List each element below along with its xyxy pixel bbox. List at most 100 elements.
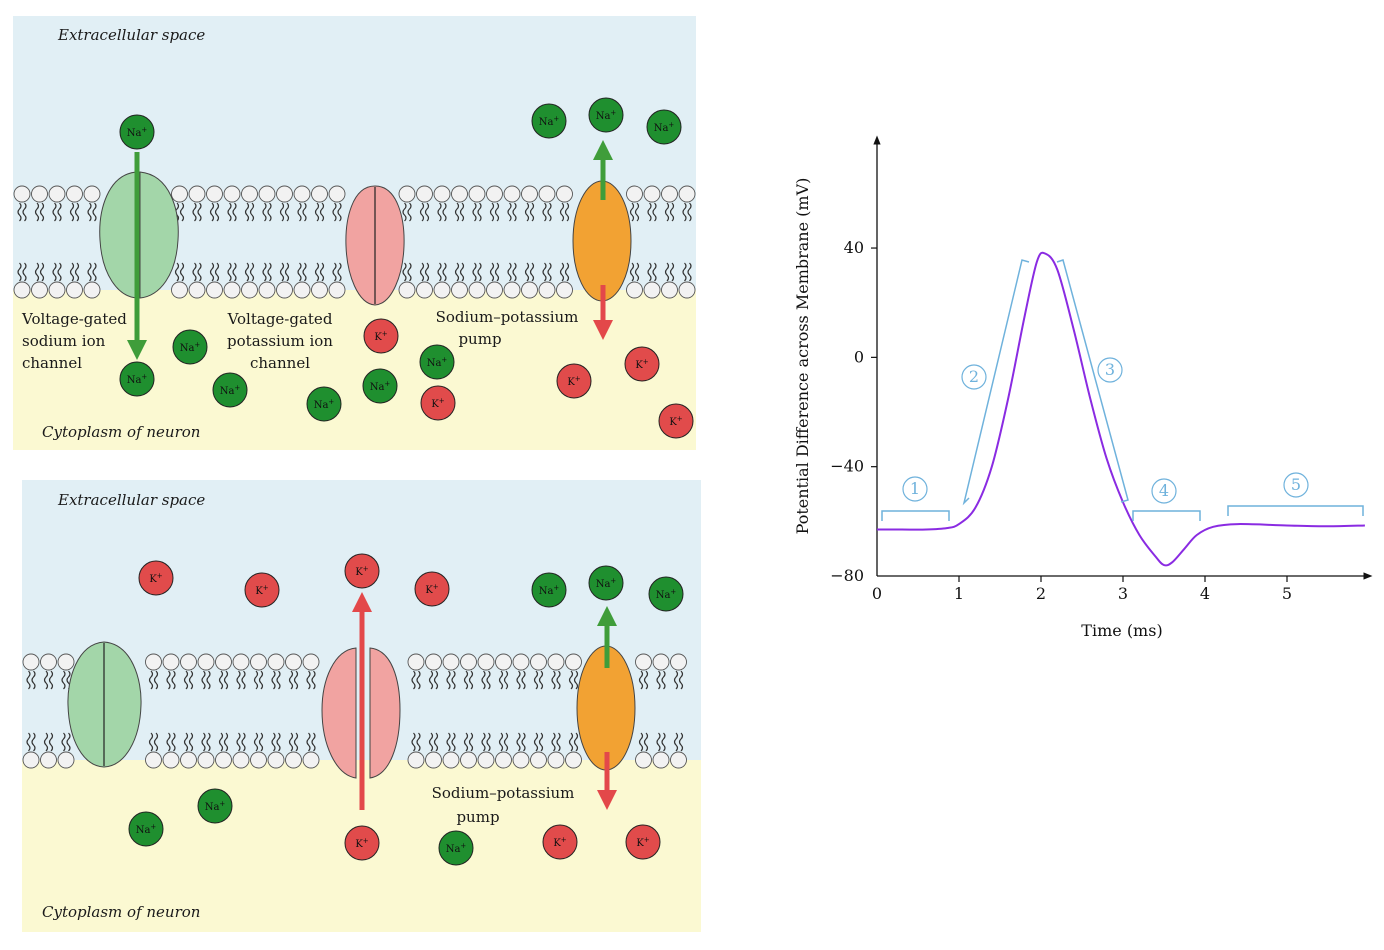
- phospholipid-head: [503, 185, 521, 203]
- bottom-potassium-channel: [321, 647, 401, 779]
- phospholipid-tail: [262, 202, 267, 222]
- phospholipid-tail: [87, 262, 92, 282]
- phospholipid-tail: [664, 202, 670, 222]
- phospholipid-head: [495, 653, 512, 671]
- x-tick-label: 4: [1200, 584, 1210, 603]
- phase-1-bracket: [881, 510, 950, 521]
- phospholipid-tail: [524, 202, 530, 222]
- phospholipid-head: [398, 281, 416, 299]
- phospholipid-head: [40, 751, 57, 769]
- phospholipid-tail: [564, 262, 570, 282]
- phospholipid-tail: [31, 732, 36, 752]
- phospholipid-tail: [311, 732, 316, 752]
- phospholipid-tail: [218, 732, 224, 752]
- phospholipid-tail: [87, 202, 92, 222]
- phospholipid-head: [285, 751, 302, 769]
- phospholipid-head: [433, 185, 451, 203]
- phospholipid-tail: [494, 202, 500, 222]
- phospholipid-tail: [568, 732, 574, 752]
- potassium-ion: K+: [344, 553, 380, 589]
- phospholipid-tail: [669, 262, 675, 282]
- phospholipid-tail: [293, 670, 299, 690]
- bottom-extracellular-label: Extracellular space: [57, 491, 205, 509]
- phospholipid-tail: [267, 262, 272, 282]
- phospholipid-head: [206, 185, 223, 203]
- phospholipid-head: [477, 751, 495, 769]
- phospholipid-head: [188, 185, 206, 203]
- sodium-ion: Na+: [197, 788, 233, 824]
- phospholipid-head: [162, 751, 180, 769]
- phospholipid-head: [206, 281, 223, 299]
- svg-text:5: 5: [1291, 475, 1301, 494]
- phospholipid-tail: [209, 262, 215, 282]
- phospholipid-tail: [227, 202, 232, 222]
- phospholipid-tail: [468, 670, 474, 690]
- phospholipid-tail: [547, 262, 552, 282]
- x-axis-label: Time (ms): [1081, 621, 1162, 640]
- phospholipid-head: [57, 653, 75, 671]
- phospholipid-tail: [69, 202, 75, 222]
- top-potassium-channel-label: Voltage-gated potassium ion channel: [227, 310, 334, 372]
- sodium-ion: Na+: [531, 572, 567, 608]
- phospholipid-head: [416, 281, 433, 299]
- phospholipid-tail: [463, 732, 469, 752]
- potassium-ion: K+: [625, 824, 661, 860]
- phospholipid-tail: [188, 732, 194, 752]
- phospholipid-tail: [174, 262, 180, 282]
- phospholipid-head: [215, 653, 232, 671]
- phase-3-bracket: [1056, 259, 1129, 503]
- phospholipid-tail: [669, 202, 675, 222]
- phospholipid-head: [145, 751, 162, 769]
- phospholipid-head: [626, 185, 643, 203]
- phospholipid-tail: [486, 732, 491, 752]
- phase-4-marker: 4: [1151, 478, 1177, 504]
- phospholipid-tail: [253, 732, 259, 752]
- phospholipid-tail: [183, 732, 189, 752]
- phospholipid-tail: [678, 732, 684, 752]
- y-axis-label: Potential Difference across Membrane (mV…: [793, 178, 812, 535]
- phospholipid-tail: [232, 202, 237, 222]
- potassium-ion: K+: [624, 346, 660, 382]
- phospholipid-tail: [179, 262, 185, 282]
- phospholipid-tail: [451, 670, 456, 690]
- phospholipid-tail: [678, 670, 684, 690]
- phospholipid-tail: [201, 732, 206, 752]
- phospholipid-tail: [503, 732, 509, 752]
- phospholipid-tail: [503, 670, 509, 690]
- svg-text:channel: channel: [22, 354, 82, 372]
- phospholipid-tail: [542, 202, 547, 222]
- phospholipid-tail: [538, 732, 544, 752]
- phospholipid-head: [556, 281, 573, 299]
- phospholipid-tail: [664, 262, 670, 282]
- phospholipid-tail: [634, 202, 640, 222]
- phospholipid-tail: [306, 732, 311, 752]
- phospholipid-tail: [148, 732, 154, 752]
- phospholipid-tail: [258, 732, 264, 752]
- phospholipid-tail: [547, 202, 552, 222]
- phospholipid-tail: [241, 732, 246, 752]
- phospholipid-head: [451, 281, 468, 299]
- phospholipid-head: [13, 185, 31, 203]
- sodium-ion: Na+: [172, 329, 208, 365]
- phospholipid-tail: [31, 670, 36, 690]
- phospholipid-head: [565, 653, 582, 671]
- sodium-ion: Na+: [419, 344, 455, 380]
- phospholipid-tail: [442, 202, 447, 222]
- phospholipid-head: [486, 281, 503, 299]
- phospholipid-tail: [297, 262, 302, 282]
- phospholipid-tail: [402, 202, 407, 222]
- phospholipid-head: [83, 281, 101, 299]
- phospholipid-head: [678, 281, 696, 299]
- phospholipid-tail: [661, 670, 666, 690]
- phospholipid-tail: [551, 732, 556, 752]
- phospholipid-head: [267, 751, 285, 769]
- phospholipid-tail: [192, 262, 197, 282]
- phospholipid-tail: [17, 262, 22, 282]
- phospholipid-tail: [39, 262, 45, 282]
- phospholipid-tail: [332, 202, 337, 222]
- phospholipid-tail: [647, 202, 652, 222]
- phospholipid-tail: [507, 202, 512, 222]
- phospholipid-head: [661, 185, 678, 203]
- phospholipid-head: [197, 751, 215, 769]
- phospholipid-tail: [573, 670, 579, 690]
